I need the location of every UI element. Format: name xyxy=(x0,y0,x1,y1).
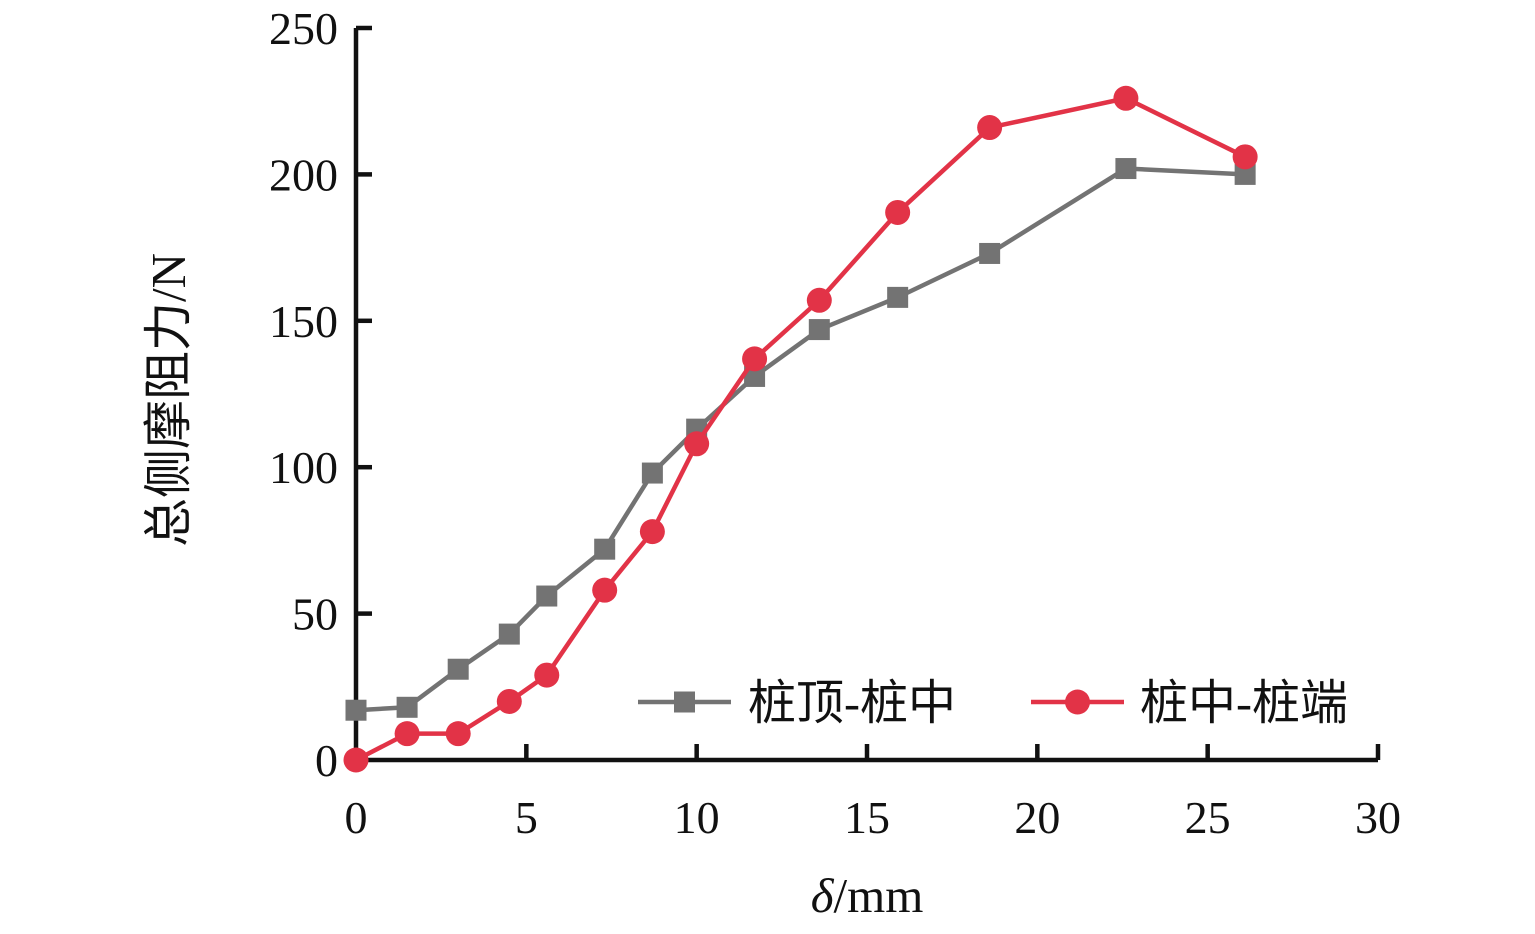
series-pile-top-mid-marker xyxy=(396,696,418,718)
series-pile-mid-end-marker xyxy=(742,346,768,372)
series-pile-mid-end-marker xyxy=(806,287,832,313)
series-pile-top-mid-marker xyxy=(594,538,616,560)
legend-series-pile-top-mid-label: 桩顶-桩中 xyxy=(748,677,956,730)
series-pile-top-mid-marker xyxy=(536,585,558,607)
series-pile-top-mid-marker xyxy=(1234,163,1256,185)
x-axis-title: δ/mm xyxy=(811,868,924,923)
x-tick-label: 0 xyxy=(345,792,368,843)
series-pile-mid-end-marker xyxy=(684,431,710,457)
y-axis-title: 总侧摩阻力/N xyxy=(141,253,196,547)
series-pile-mid-end-marker xyxy=(343,747,369,773)
x-tick-label: 30 xyxy=(1355,792,1401,843)
series-pile-top-mid-marker xyxy=(744,365,766,387)
y-tick-label: 0 xyxy=(315,735,338,786)
series-pile-mid-end-marker xyxy=(1232,144,1258,170)
y-tick-label: 100 xyxy=(269,442,338,493)
series-pile-mid-end-marker xyxy=(885,199,911,225)
series-pile-mid-end-marker xyxy=(639,519,665,545)
series-pile-top-mid-marker xyxy=(447,658,469,680)
series-pile-mid-end-marker xyxy=(1113,85,1139,111)
x-tick-label: 20 xyxy=(1014,792,1060,843)
x-tick-label: 5 xyxy=(515,792,538,843)
series-pile-mid-end-marker xyxy=(394,721,420,747)
series-pile-top-mid-line xyxy=(355,166,1246,713)
y-tick-label: 150 xyxy=(269,296,338,347)
series-pile-top-mid-marker xyxy=(1115,158,1137,180)
series-pile-top-mid-marker xyxy=(345,699,367,721)
legend-series-pile-mid-end-marker xyxy=(1065,689,1090,715)
series-pile-mid-end-marker xyxy=(977,115,1003,141)
x-tick-label: 15 xyxy=(844,792,890,843)
y-tick-label: 50 xyxy=(292,589,338,640)
y-tick-label: 200 xyxy=(269,149,338,200)
y-tick-label: 250 xyxy=(269,3,338,54)
series-pile-top-mid-marker xyxy=(641,462,663,484)
series-pile-top-mid-marker xyxy=(979,242,1001,264)
series-pile-top-mid-marker xyxy=(808,319,830,341)
series-pile-mid-end-marker xyxy=(496,688,522,714)
series-pile-top-mid-marker xyxy=(498,623,520,645)
series-pile-mid-end-line xyxy=(354,95,1247,762)
x-tick-label: 25 xyxy=(1185,792,1231,843)
series-pile-mid-end-marker xyxy=(592,577,618,603)
series-pile-mid-end-marker xyxy=(534,662,560,688)
legend-series-pile-top-mid-marker xyxy=(674,691,695,713)
series-pile-mid-end-marker xyxy=(445,721,471,747)
x-tick-label: 10 xyxy=(674,792,720,843)
legend-series-pile-mid-end-label: 桩中-桩端 xyxy=(1140,677,1348,730)
series-pile-top-mid-marker xyxy=(887,286,909,308)
